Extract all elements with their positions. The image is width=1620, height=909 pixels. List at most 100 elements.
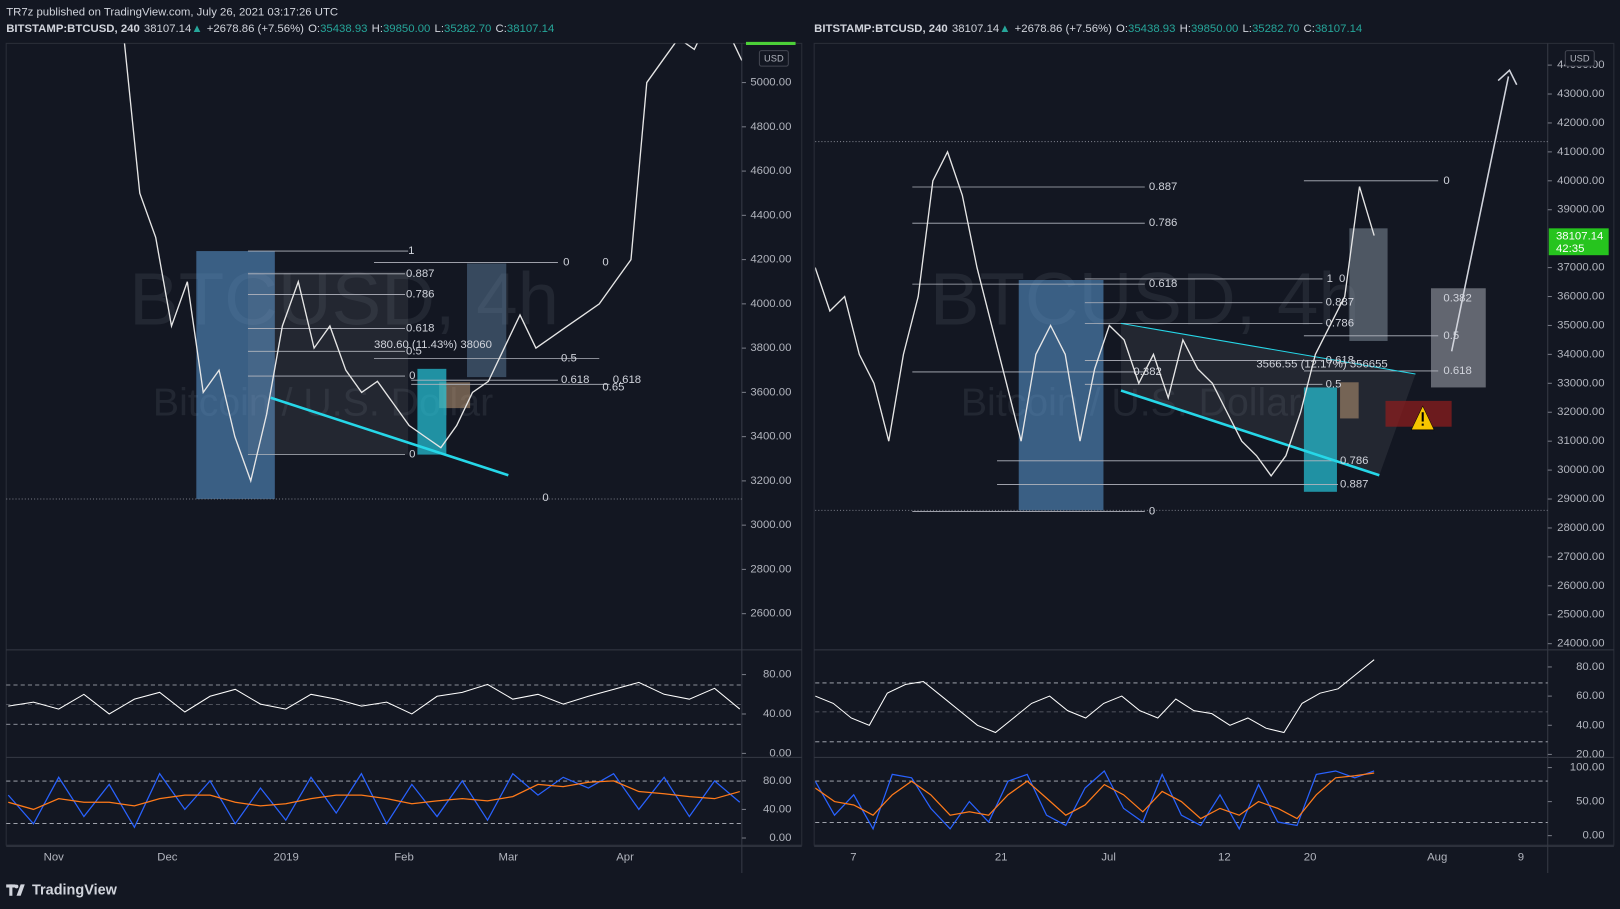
y-tick-label: 26000.00 xyxy=(1557,580,1604,592)
fib-label: 0.887 xyxy=(1340,479,1368,491)
stoch-d-line xyxy=(815,772,1375,820)
y-tick-label: 39000.00 xyxy=(1557,204,1604,216)
legend-symbol: BITSTAMP:BTCUSD, 240 xyxy=(814,23,948,35)
legend-last: 38107.14 xyxy=(144,23,191,35)
y-tick-label: 4400.00 xyxy=(750,209,791,221)
x-tick-label: Nov xyxy=(44,852,65,864)
y-tick-label: 40.00 xyxy=(763,708,791,720)
fib-label: 0.887 xyxy=(1149,181,1177,193)
stoch-k-line xyxy=(815,769,1375,831)
currency-box xyxy=(1564,50,1595,67)
legend-o: O: xyxy=(1116,23,1128,35)
legend-high: 39850.00 xyxy=(383,23,430,35)
fib-label: 0.5 xyxy=(561,353,577,365)
legend-c: C: xyxy=(496,23,507,35)
fib-label: 0.786 xyxy=(1149,217,1177,229)
y-tick-label: 40.00 xyxy=(1576,719,1604,731)
breakout-box xyxy=(1303,387,1337,492)
warning-icon-mark xyxy=(1421,412,1424,422)
y-tick-label: 33000.00 xyxy=(1557,377,1604,389)
y-tick-label: 4200.00 xyxy=(750,254,791,266)
y-tick-label: 100.00 xyxy=(1570,762,1605,774)
fib-label: 1 xyxy=(408,245,414,257)
legend-l: L: xyxy=(1242,23,1251,35)
y-tick-label: 4000.00 xyxy=(750,298,791,310)
y-tick-label: 3000.00 xyxy=(750,519,791,531)
y-tick-label: 34000.00 xyxy=(1557,348,1604,360)
fib-label: 0.5 xyxy=(1326,378,1342,390)
y-tick-label: 3800.00 xyxy=(750,342,791,354)
fib-label: 0.382 xyxy=(1133,366,1161,378)
rsi-line xyxy=(8,681,741,715)
stoch-d-line xyxy=(8,780,740,811)
oscillator-bands xyxy=(6,682,1548,824)
fib-label: 0.5 xyxy=(1443,330,1459,342)
y-tick-label: 40.00 xyxy=(763,803,791,815)
y-tick-label: 80.00 xyxy=(763,669,791,681)
y-tick-label: 32000.00 xyxy=(1557,406,1604,418)
y-tick-label: 0.00 xyxy=(769,747,791,759)
y-tick-label: 60.00 xyxy=(1576,690,1604,702)
legend-last: 38107.14 xyxy=(952,23,999,35)
currency-box xyxy=(758,50,789,67)
legend-open: 35438.93 xyxy=(320,23,367,35)
fib-label: 0.618 xyxy=(561,374,589,386)
legend-close: 38107.14 xyxy=(1315,23,1362,35)
x-tick-label: 20 xyxy=(1304,852,1317,864)
x-tick-label: Jul xyxy=(1101,852,1116,864)
x-tick-label: Dec xyxy=(157,852,178,864)
y-tick-label: 35000.00 xyxy=(1557,319,1604,331)
x-tick-label: 2019 xyxy=(274,852,299,864)
y-tick-label: 50.00 xyxy=(1576,796,1604,808)
y-tick-label: 3400.00 xyxy=(750,431,791,443)
target-box xyxy=(1349,228,1388,341)
trend-lines xyxy=(270,68,1518,477)
y-tick-label: 41000.00 xyxy=(1557,146,1604,158)
legend-o: O: xyxy=(308,23,320,35)
legend-h: H: xyxy=(372,23,383,35)
y-tick-label: 28000.00 xyxy=(1557,522,1604,534)
y-tick-label: 2600.00 xyxy=(750,608,791,620)
y-tick-label: 80.00 xyxy=(1576,661,1604,673)
fib-label: 0.786 xyxy=(1326,317,1354,329)
x-tick-label: 21 xyxy=(995,852,1008,864)
fib-label: 0.887 xyxy=(406,268,434,280)
price-tag-price: 38107.14 xyxy=(1556,231,1603,243)
y-tick-label: 37000.00 xyxy=(1557,262,1604,274)
legend-arrow: ▲ xyxy=(999,23,1010,35)
fib-label: 3566.55 (12.17%) 356655 xyxy=(1256,359,1387,371)
x-tick-label: Aug xyxy=(1427,852,1447,864)
fib-label: 0 xyxy=(542,492,548,504)
fib-label: 0.786 xyxy=(1340,455,1368,467)
x-tick-label: 9 xyxy=(1518,852,1524,864)
x-tick-label: 12 xyxy=(1218,852,1231,864)
legend-low: 35282.70 xyxy=(444,23,491,35)
fib-label: 0.5 xyxy=(406,345,422,357)
fib-label: 0.382 xyxy=(1443,293,1471,305)
stoch-k-line xyxy=(7,772,741,829)
currency: USD xyxy=(764,53,784,63)
fib-lines xyxy=(247,180,1439,512)
fib-label: 0.618 xyxy=(613,374,641,386)
legend: BITSTAMP:BTCUSD, 240 38107.14▲ +2678.86 (+… xyxy=(6,23,554,35)
projection-box xyxy=(1430,288,1486,388)
y-tick-label: 40000.00 xyxy=(1557,175,1604,187)
legend-symbol: BITSTAMP:BTCUSD, 240 xyxy=(6,23,140,35)
legend-close: 38107.14 xyxy=(507,23,554,35)
brand: TradingView xyxy=(32,882,118,898)
fib-label: 0 xyxy=(1443,175,1449,187)
y-tick-label: 0.00 xyxy=(769,832,791,844)
price-line xyxy=(815,150,1375,478)
legend-h: H: xyxy=(1180,23,1191,35)
y-tick-label: 29000.00 xyxy=(1557,493,1604,505)
fib-label: 0 xyxy=(409,370,415,382)
dynamic-layer: 5000.00 4800.00 4600.00 4400.00 4200.00 4000.… xyxy=(7,43,1605,864)
price-tag xyxy=(1548,228,1609,256)
fib-label: 0 xyxy=(409,449,415,461)
y-tick-label: 3600.00 xyxy=(750,386,791,398)
fib-label: 0.618 xyxy=(1149,278,1177,290)
legend-arrow: ▲ xyxy=(191,23,202,35)
x-tick-label: Mar xyxy=(499,852,519,864)
